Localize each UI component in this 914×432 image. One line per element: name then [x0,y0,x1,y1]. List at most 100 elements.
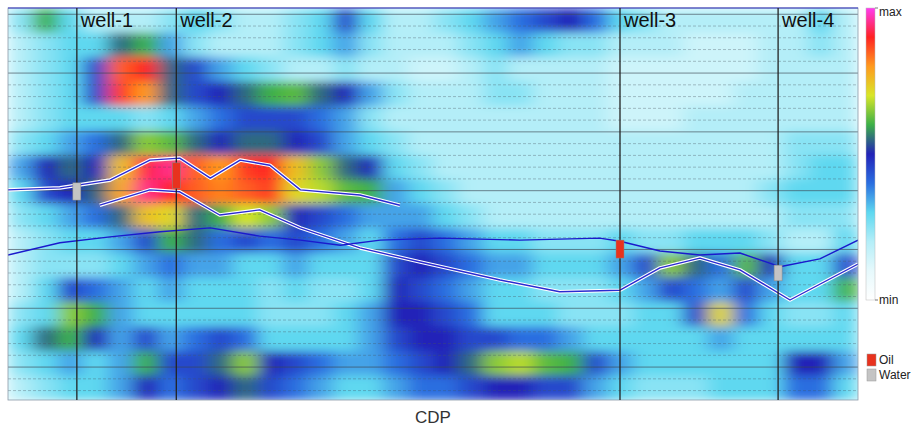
grid-line [8,272,858,273]
heatmap-cell [333,155,359,180]
heatmap-cell [508,376,534,401]
heatmap-cell [833,57,858,82]
heatmap-cell [433,57,459,82]
heatmap-cell [58,351,84,376]
heatmap-cell [233,82,259,107]
heatmap-cell [158,351,184,376]
heatmap-cell [833,278,858,303]
heatmap-cell [458,351,484,376]
heatmap-cell [458,204,484,229]
heatmap-cell [708,204,734,229]
heatmap-cell [308,131,334,156]
heatmap-cell [458,8,484,33]
grid-line [8,26,858,27]
heatmap-cell [808,57,834,82]
heatmap-cell [583,8,609,33]
heatmap-cell [583,327,609,352]
heatmap-cell [383,351,409,376]
heatmap-cell [558,155,584,180]
heatmap-cell [408,351,434,376]
heatmap-cell [383,278,409,303]
well-line [777,8,778,400]
heatmap-cell [533,33,559,58]
heatmap-cell [83,351,109,376]
heatmap-cell [483,204,509,229]
heatmap-cell [8,180,34,205]
heatmap-cell [433,278,459,303]
grid-line [8,249,858,250]
heatmap-cell [708,155,734,180]
heatmap-cell [583,253,609,278]
heatmap-cell [683,131,709,156]
heatmap-cell [583,180,609,205]
heatmap-cell [283,106,309,131]
heatmap-cell [583,82,609,107]
heatmap-cell [508,155,534,180]
heatmap-cell [508,106,534,131]
heatmap-cell [233,327,259,352]
heatmap-cell [158,278,184,303]
heatmap-cell [208,376,234,401]
grid-line [8,355,858,356]
heatmap-cell [683,155,709,180]
heatmap-cell [83,106,109,131]
heatmap-cell [208,302,234,327]
heatmap-cell [733,376,759,401]
heatmap-cell [258,278,284,303]
heatmap-cell [758,155,784,180]
heatmap-cell [83,302,109,327]
heatmap-cell [8,155,34,180]
heatmap-cell [658,82,684,107]
heatmap-cell [658,131,684,156]
heatmap-cell [808,106,834,131]
heatmap-cell [683,180,709,205]
heatmap-cell [733,278,759,303]
heatmap-cell [333,82,359,107]
heatmap-cell [108,302,134,327]
grid-line [8,190,858,191]
grid-line [8,367,858,368]
heatmap-cell [133,8,159,33]
grid-line [8,343,858,344]
heatmap-cell [358,204,384,229]
grid-line [8,225,858,226]
heatmap-cell [358,57,384,82]
heatmap-cell [808,351,834,376]
heatmap-cell [683,8,709,33]
heatmap-cell [533,155,559,180]
heatmap-cell [608,131,634,156]
heatmap-cell [608,33,634,58]
heatmap-cell [383,376,409,401]
heatmap-cell [308,351,334,376]
grid-line [8,143,858,144]
heatmap-cell [383,155,409,180]
heatmap-cell [33,253,59,278]
heatmap-cell [208,351,234,376]
heatmap-cell [533,82,559,107]
heatmap-cell [333,33,359,58]
heatmap-cell [383,33,409,58]
heatmap-cell [508,204,534,229]
heatmap-cell [633,376,659,401]
heatmap-cell [108,351,134,376]
heatmap-cell [633,302,659,327]
heatmap-cell [108,33,134,58]
heatmap-cell [258,82,284,107]
heatmap-cell [558,204,584,229]
grid-line [8,120,858,121]
heatmap-cell [108,57,134,82]
heatmap-cell [108,106,134,131]
heatmap-cell [483,327,509,352]
heatmap-cell [58,327,84,352]
heatmap-cell [133,82,159,107]
heatmap-cell [58,8,84,33]
horizon-halo [100,190,858,300]
heatmap-cell [583,204,609,229]
heatmap-cell [758,351,784,376]
grid-line [8,261,858,262]
heatmap-cell [708,8,734,33]
heatmap-cell [208,253,234,278]
heatmap-cell [658,106,684,131]
heatmap-cell [608,180,634,205]
heatmap-cell [258,351,284,376]
